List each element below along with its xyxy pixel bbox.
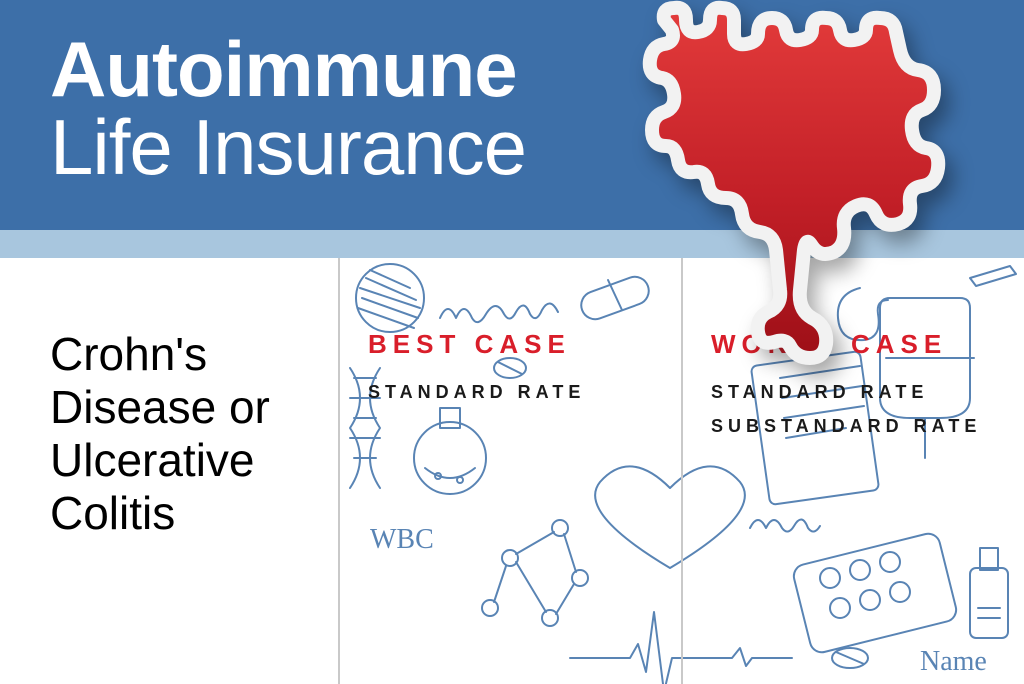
colon-icon [624, 0, 964, 370]
disease-title: Crohn's Disease or Ulcerative Colitis [50, 328, 310, 540]
worst-case-rate-1: SUBSTANDARD RATE [711, 413, 996, 439]
disease-column: Crohn's Disease or Ulcerative Colitis [0, 258, 340, 684]
worst-case-rate-0: STANDARD RATE [711, 379, 996, 405]
best-case-rate-0: STANDARD RATE [368, 379, 653, 405]
best-case-label: BEST CASE [368, 328, 653, 361]
